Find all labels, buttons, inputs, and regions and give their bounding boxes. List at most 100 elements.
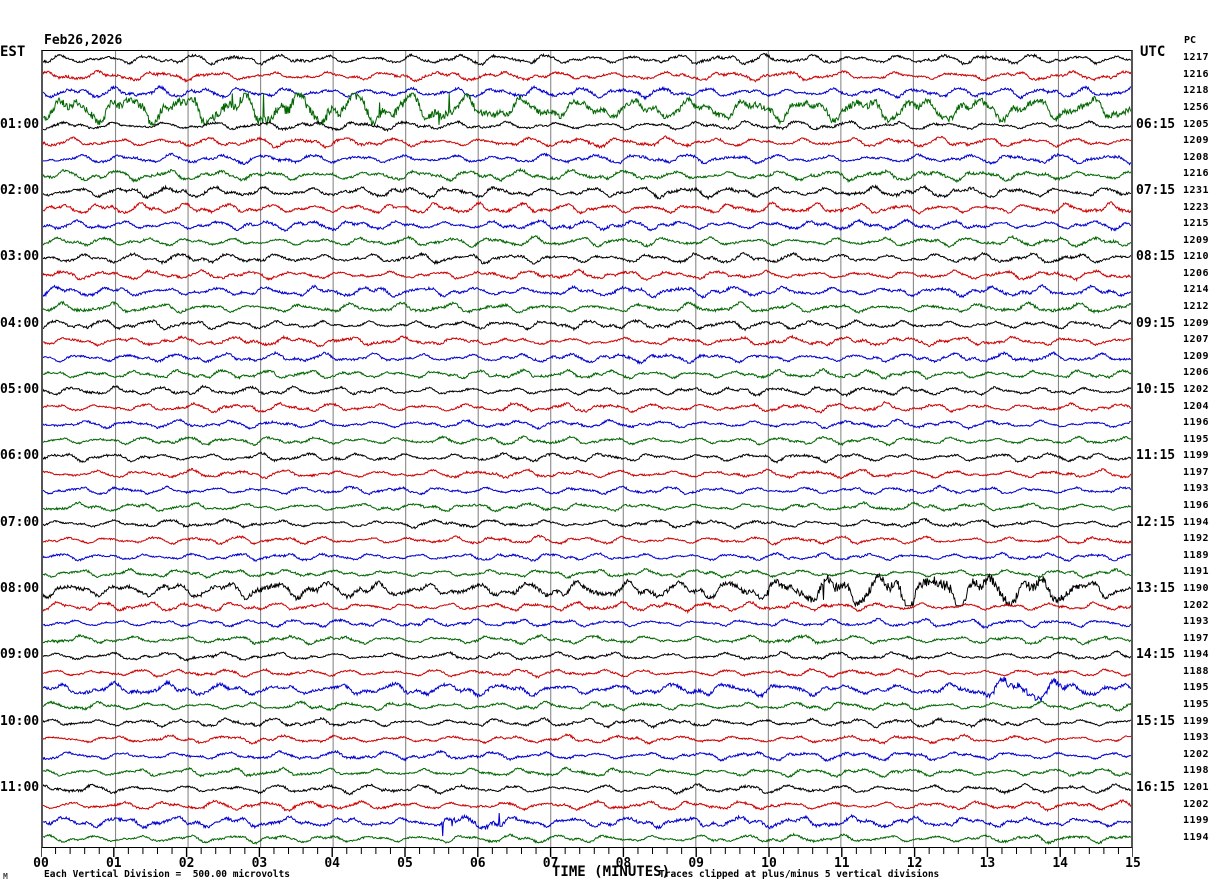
pc-value: 1193: [1183, 616, 1210, 628]
trace-line: [43, 218, 1131, 232]
left-hour-label: 08:00: [0, 580, 40, 596]
pc-value: 1206: [1183, 367, 1210, 379]
corner-mark: M: [3, 872, 8, 881]
pc-value: 1202: [1183, 599, 1210, 611]
pc-value: 1205: [1183, 118, 1210, 130]
pc-value: 1209: [1183, 350, 1210, 362]
helicorder-plot[interactable]: [41, 50, 1133, 848]
x-axis-tick-label: 10: [761, 856, 777, 871]
right-hour-label: 15:15: [1136, 713, 1176, 729]
left-hour-label: 10:00: [0, 713, 40, 729]
x-axis-tick-label: 01: [105, 856, 122, 871]
trace-line: [43, 92, 1131, 127]
pc-value: 1212: [1183, 301, 1210, 313]
right-hour-label: 14:15: [1136, 647, 1176, 663]
pc-value: 1199: [1183, 815, 1210, 827]
pc-value: 1199: [1183, 715, 1210, 727]
x-axis-ticks: [41, 848, 1133, 857]
right-hour-label: 06:15: [1136, 116, 1176, 132]
pc-value: 1189: [1183, 549, 1210, 561]
trace-line: [43, 418, 1131, 431]
pc-value: 1209: [1183, 317, 1210, 329]
trace-line: [43, 832, 1131, 846]
scale-note: Each Vertical Division = 500.00 microvol…: [44, 869, 290, 880]
trace-line: [43, 617, 1131, 630]
trace-line: [43, 517, 1131, 530]
pc-value: 1198: [1183, 765, 1210, 777]
trace-line: [43, 350, 1131, 365]
trace-line: [43, 501, 1131, 513]
trace-line: [43, 551, 1131, 562]
left-hour-label: 03:00: [0, 249, 40, 265]
trace-line: [43, 69, 1131, 84]
pc-value: 1214: [1183, 284, 1210, 296]
left-hour-label: 06:00: [0, 448, 40, 464]
trace-line: [43, 84, 1131, 101]
x-axis-title: TIME (MINUTES): [552, 864, 671, 880]
trace-line: [43, 633, 1131, 646]
pc-value: 1190: [1183, 582, 1210, 594]
pc-value: 1223: [1183, 201, 1210, 213]
x-axis-tick-label: 02: [178, 856, 195, 871]
trace-line: [43, 667, 1131, 679]
pc-value: 1210: [1183, 251, 1210, 263]
right-hour-label: 08:15: [1136, 249, 1176, 265]
trace-line: [43, 649, 1131, 662]
right-hour-label: 10:15: [1136, 381, 1176, 397]
x-axis-tick-label: 11: [833, 856, 850, 871]
trace-line: [43, 384, 1131, 398]
pc-value: 1201: [1183, 781, 1210, 793]
left-hour-label: 04:00: [0, 315, 40, 331]
pc-value: 1218: [1183, 85, 1210, 97]
trace-line: [43, 600, 1131, 615]
pc-value: 1194: [1183, 831, 1210, 843]
left-hour-label: 09:00: [0, 647, 40, 663]
trace-line: [43, 812, 1131, 837]
left-timezone-label: EST: [0, 44, 26, 60]
trace-line: [43, 766, 1131, 778]
pc-value: 1193: [1183, 732, 1210, 744]
header-date: Feb26,2026: [44, 33, 123, 48]
pc-value: 1216: [1183, 68, 1210, 80]
pc-value: 1208: [1183, 151, 1210, 163]
left-hour-label: 05:00: [0, 381, 40, 397]
trace-line: [43, 467, 1131, 480]
left-hour-label: 02:00: [0, 182, 40, 198]
pc-value: 1195: [1183, 699, 1210, 711]
x-axis-tick-label: 06: [469, 856, 486, 871]
pc-value: 1188: [1183, 665, 1210, 677]
trace-line: [43, 119, 1131, 133]
pc-value: 1216: [1183, 168, 1210, 180]
pc-value: 1217: [1183, 52, 1210, 64]
pc-value: 1204: [1183, 400, 1210, 412]
x-axis-tick-label: 12: [906, 856, 923, 871]
x-axis-tick-label: 04: [324, 856, 341, 871]
pc-value: 1194: [1183, 516, 1210, 528]
x-axis-tick-label: 08: [615, 856, 632, 871]
trace-line: [43, 534, 1131, 546]
x-axis-tick-label: 07: [542, 856, 559, 871]
pc-value: 1256: [1183, 102, 1210, 114]
trace-group: [43, 52, 1131, 846]
pc-value: 1197: [1183, 466, 1210, 478]
vertical-gridlines: [114, 51, 1060, 847]
trace-line: [43, 284, 1131, 300]
pc-value: 1207: [1183, 334, 1210, 346]
pc-value: 1209: [1183, 234, 1210, 246]
trace-line: [43, 435, 1131, 447]
x-axis-tick-label: 13: [979, 856, 996, 871]
right-hour-label: 13:15: [1136, 580, 1176, 596]
trace-line: [43, 234, 1131, 249]
trace-line: [43, 782, 1131, 796]
right-hour-label: 16:15: [1136, 779, 1176, 795]
seismogram-traces: [43, 51, 1131, 847]
trace-line: [43, 318, 1131, 332]
trace-line: [43, 251, 1131, 266]
trace-line: [43, 716, 1131, 730]
trace-line: [43, 798, 1131, 813]
trace-line: [43, 368, 1131, 381]
pc-value: 1231: [1183, 184, 1210, 196]
right-hour-label: 12:15: [1136, 514, 1176, 530]
clip-note: Traces clipped at plus/minus 5 vertical …: [659, 869, 940, 880]
pc-value: 1195: [1183, 433, 1210, 445]
